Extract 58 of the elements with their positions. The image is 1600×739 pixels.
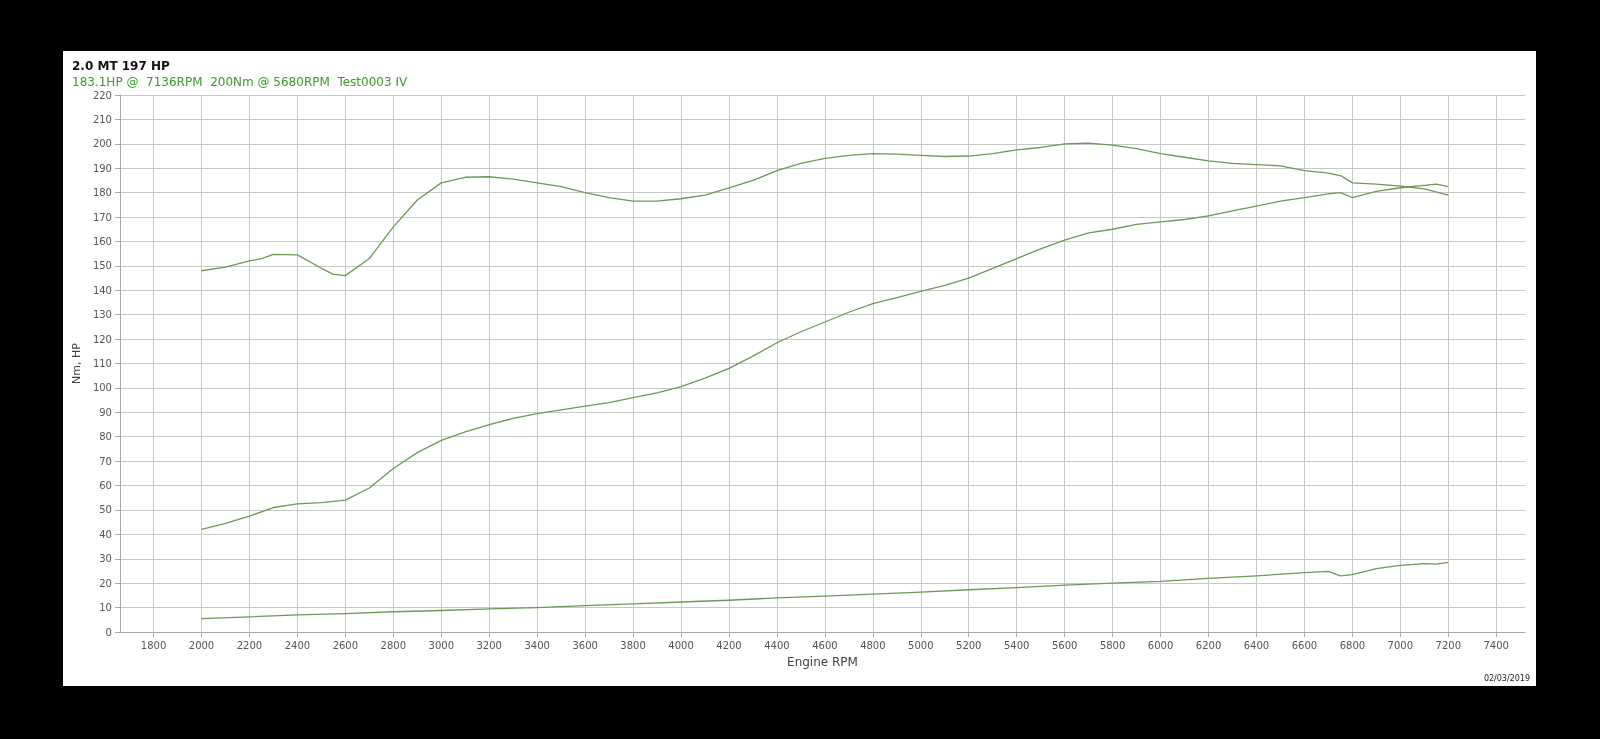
y-tick-label: 80 bbox=[99, 431, 112, 443]
line-series bbox=[200, 561, 1449, 620]
x-tick-label: 4000 bbox=[668, 639, 694, 651]
x-tick-label: 5400 bbox=[1003, 639, 1030, 651]
y-tick-label: 100 bbox=[92, 382, 112, 394]
chart-subtitle: 183.1HP @ 7136RPM 200Nm @ 5680RPM Test0003 IV bbox=[72, 75, 408, 89]
y-tick-label: 60 bbox=[99, 480, 112, 492]
text: 02/03/2019 bbox=[1483, 673, 1530, 683]
x-tick-label: 2000 bbox=[188, 639, 215, 651]
y-tick-label: 70 bbox=[99, 455, 112, 467]
x-tick-label: 5000 bbox=[908, 639, 934, 651]
x-tick-label: 6800 bbox=[1339, 639, 1366, 651]
y-tick-label: 50 bbox=[99, 504, 112, 516]
x-tick-label: 4800 bbox=[860, 639, 886, 651]
y-tick-label: 160 bbox=[92, 235, 112, 247]
y-tick-label: 170 bbox=[92, 211, 112, 223]
y-tick-label: 120 bbox=[92, 333, 112, 345]
x-tick-label: 4600 bbox=[812, 639, 838, 651]
y-tick-label: 150 bbox=[92, 260, 112, 272]
y-tick-label: 190 bbox=[92, 162, 112, 174]
x-tick-label: 2400 bbox=[284, 639, 311, 651]
y-tick-label: 200 bbox=[92, 138, 112, 150]
x-tick-label: 3200 bbox=[476, 639, 502, 651]
y-axis-title: Nm, HP bbox=[70, 342, 83, 384]
x-axis-title: Engine RPM bbox=[787, 655, 858, 669]
x-tick-label: 3400 bbox=[524, 639, 550, 651]
x-tick-label: 5800 bbox=[1099, 639, 1126, 651]
x-tick-label: 4200 bbox=[716, 639, 742, 651]
x-tick-label: 2600 bbox=[332, 639, 359, 651]
y-tick-label: 20 bbox=[99, 577, 112, 589]
x-tick-label: 6200 bbox=[1195, 639, 1222, 651]
y-tick-label: 220 bbox=[92, 89, 112, 101]
y-tick-label: 30 bbox=[99, 553, 112, 565]
x-tick-label: 3000 bbox=[428, 639, 454, 651]
x-tick-label: 7200 bbox=[1435, 639, 1461, 651]
y-tick-label: 90 bbox=[99, 406, 112, 418]
x-tick-label: 3600 bbox=[572, 639, 598, 651]
chart-title: 2.0 MT 197 HP bbox=[72, 59, 171, 73]
y-tick-label: 10 bbox=[99, 602, 112, 614]
x-tick-label: 2800 bbox=[380, 639, 407, 651]
x-tick-label: 2200 bbox=[236, 639, 263, 651]
y-tick-label: 140 bbox=[92, 284, 112, 296]
x-tick-label: 6000 bbox=[1147, 639, 1174, 651]
x-tick-label: 6400 bbox=[1243, 639, 1270, 651]
x-tick-label: 3800 bbox=[620, 639, 646, 651]
x-tick-label: 4400 bbox=[764, 639, 790, 651]
y-tick-label: 210 bbox=[92, 113, 112, 125]
y-tick-label: 0 bbox=[105, 626, 112, 638]
x-tick-label: 6600 bbox=[1291, 639, 1318, 651]
x-tick-label: 1800 bbox=[140, 639, 167, 651]
x-tick-label: 7000 bbox=[1387, 639, 1414, 651]
x-tick-label: 7400 bbox=[1483, 639, 1509, 651]
y-tick-label: 110 bbox=[92, 358, 112, 369]
y-tick-label: 180 bbox=[92, 187, 112, 199]
x-tick-label: 5200 bbox=[956, 639, 982, 651]
y-tick-label: 130 bbox=[92, 309, 112, 321]
y-tick-label: 40 bbox=[99, 528, 112, 540]
x-tick-label: 5600 bbox=[1051, 639, 1078, 651]
